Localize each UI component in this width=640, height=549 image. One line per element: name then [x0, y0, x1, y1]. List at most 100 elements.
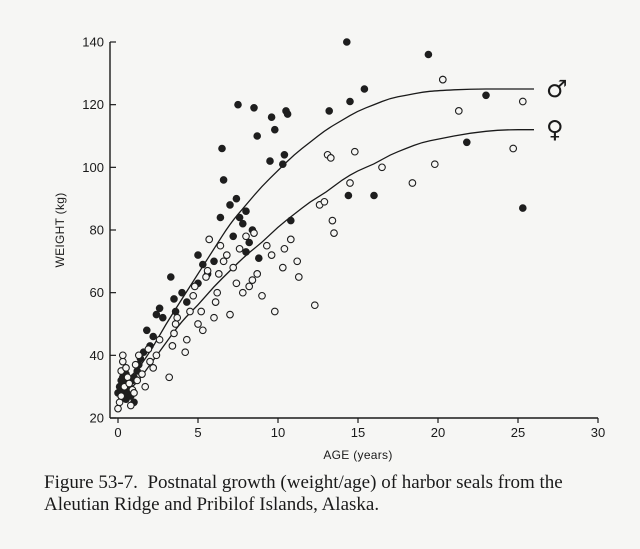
data-point	[279, 160, 287, 168]
data-point	[430, 160, 439, 169]
data-point	[235, 244, 244, 253]
data-point	[283, 110, 292, 118]
data-point	[326, 154, 335, 162]
data-point	[242, 248, 250, 256]
data-point	[114, 404, 122, 413]
data-point	[152, 310, 161, 319]
data-point	[194, 320, 202, 328]
data-point	[226, 310, 234, 319]
y-tick-label: 120	[82, 97, 104, 112]
data-point	[280, 151, 289, 159]
data-points	[114, 38, 527, 413]
data-point	[198, 326, 207, 335]
data-point	[360, 85, 369, 93]
data-point	[171, 320, 180, 328]
x-tick-label: 25	[511, 425, 525, 440]
data-point	[242, 232, 250, 241]
data-point	[330, 229, 338, 237]
data-point	[287, 216, 295, 225]
data-point	[248, 276, 257, 284]
data-point	[254, 254, 263, 263]
data-point	[232, 279, 241, 288]
data-point	[155, 335, 164, 344]
data-point	[267, 251, 276, 259]
data-point	[115, 398, 124, 407]
data-point	[171, 307, 180, 316]
data-point	[424, 50, 433, 59]
data-point	[310, 301, 319, 310]
y-tick-label: 100	[82, 160, 104, 175]
sex-symbol-label: ♀	[546, 116, 564, 144]
data-point	[343, 38, 351, 46]
data-point	[266, 157, 274, 165]
x-tick-label: 15	[351, 425, 365, 440]
data-point	[226, 201, 234, 209]
data-point	[350, 147, 359, 156]
data-point	[159, 313, 167, 322]
x-tick-label: 10	[271, 425, 285, 440]
data-point	[155, 304, 164, 313]
data-point	[216, 241, 225, 250]
data-point	[123, 373, 132, 382]
data-point	[205, 235, 214, 244]
x-tick-label: 0	[114, 425, 121, 440]
data-point	[138, 370, 146, 378]
data-point	[197, 307, 206, 316]
data-point	[143, 326, 151, 335]
data-point	[118, 351, 127, 360]
data-point	[238, 288, 247, 297]
data-point	[232, 194, 241, 203]
data-point	[219, 257, 228, 266]
data-point	[219, 176, 228, 184]
data-point	[210, 257, 218, 266]
data-point	[146, 357, 154, 366]
data-point	[250, 229, 258, 237]
data-point	[216, 213, 225, 222]
data-point	[258, 291, 266, 300]
data-point	[234, 100, 242, 109]
sex-symbol-label: ♂	[546, 75, 568, 103]
data-point	[253, 132, 262, 140]
data-point	[454, 107, 463, 115]
data-point	[181, 348, 190, 357]
data-point	[328, 216, 337, 225]
growth-chart: 0 5 10 15 20 25 30 20 40 60 80 100 120 140 AGE (years…	[53, 35, 605, 463]
data-point	[518, 97, 527, 106]
data-point	[286, 235, 295, 244]
data-point	[213, 288, 222, 297]
data-point	[190, 282, 199, 291]
y-axis-title: WEIGHT (kg)	[53, 192, 67, 267]
data-point	[210, 313, 218, 322]
data-point	[218, 144, 226, 153]
data-point	[203, 266, 212, 275]
caption-text: Postnatal growth (weight/age) of harbor …	[44, 472, 563, 515]
x-tick-label: 30	[591, 425, 605, 440]
data-point	[242, 207, 250, 215]
caption-label: Figure 53-7.	[44, 472, 138, 493]
data-point	[293, 257, 302, 266]
data-point	[118, 357, 127, 366]
fitted-curve	[117, 129, 534, 397]
data-point	[245, 238, 253, 247]
data-point	[189, 291, 198, 300]
data-point	[325, 107, 334, 115]
data-point	[294, 273, 303, 281]
data-point	[122, 364, 130, 372]
y-tick-label: 40	[90, 348, 104, 363]
data-point	[165, 373, 174, 382]
data-point	[134, 351, 143, 360]
data-point	[344, 191, 353, 200]
data-point	[131, 360, 140, 369]
data-point	[438, 75, 447, 84]
x-tick-label: 5	[194, 425, 201, 440]
x-tick-label: 20	[431, 425, 445, 440]
data-point	[250, 104, 258, 112]
data-point	[214, 270, 223, 278]
data-point	[149, 332, 157, 341]
data-point	[267, 113, 276, 121]
data-point	[141, 382, 150, 391]
x-axis-title: AGE (years)	[323, 448, 392, 462]
figure-caption: Figure 53-7. Postnatal growth (weight/ag…	[44, 472, 604, 516]
data-point	[133, 376, 142, 385]
data-point	[194, 251, 202, 259]
